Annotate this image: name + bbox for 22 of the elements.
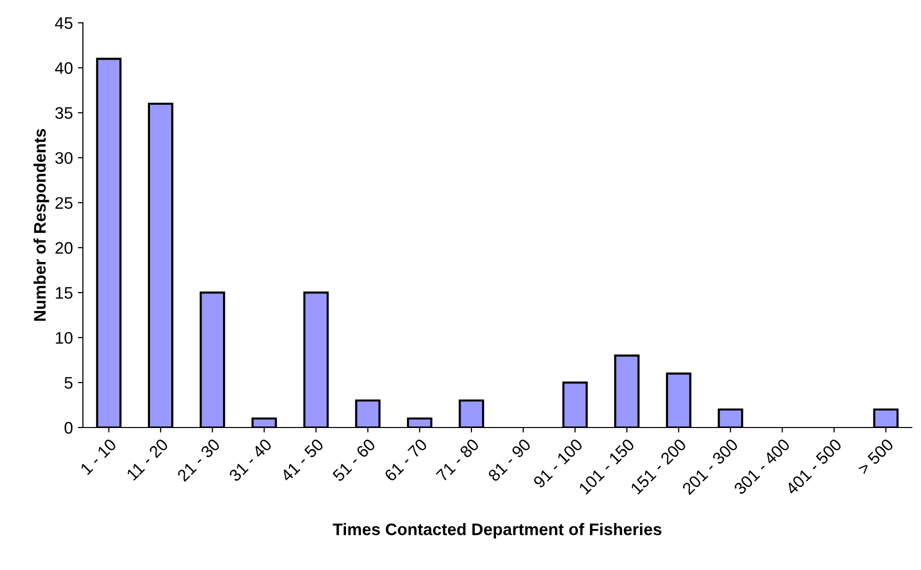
x-tick-label: 81 - 90 <box>487 438 532 482</box>
x-tick-label: 11 - 20 <box>126 438 169 481</box>
y-tick-label: 20 <box>55 242 73 254</box>
x-axis-title: Times Contacted Department of Fisheries <box>332 523 662 539</box>
x-tick-label: 21 - 30 <box>176 438 221 482</box>
x-tick-label: 71 - 80 <box>436 438 480 482</box>
y-tick-label: 0 <box>64 422 73 434</box>
y-tick-label: 40 <box>55 62 73 74</box>
y-tick-label: 10 <box>56 332 73 344</box>
y-tick-label: 35 <box>55 107 72 119</box>
y-axis-title: Number of Respondents <box>34 129 50 321</box>
y-tick-label: 5 <box>64 377 72 389</box>
x-tick-label: 61 - 70 <box>384 438 428 482</box>
x-tick-label: 31 - 40 <box>228 438 272 482</box>
x-tick-label: 1 - 10 <box>80 438 117 476</box>
y-tick-label: 30 <box>55 152 73 164</box>
y-tick-label: 15 <box>56 287 72 299</box>
x-tick-label: > 500 <box>856 438 894 476</box>
y-tick-label: 45 <box>55 17 72 30</box>
x-tick-label: 41 - 50 <box>280 438 324 482</box>
x-tick-label: 51 - 60 <box>332 438 376 482</box>
y-tick-label: 25 <box>55 197 72 209</box>
